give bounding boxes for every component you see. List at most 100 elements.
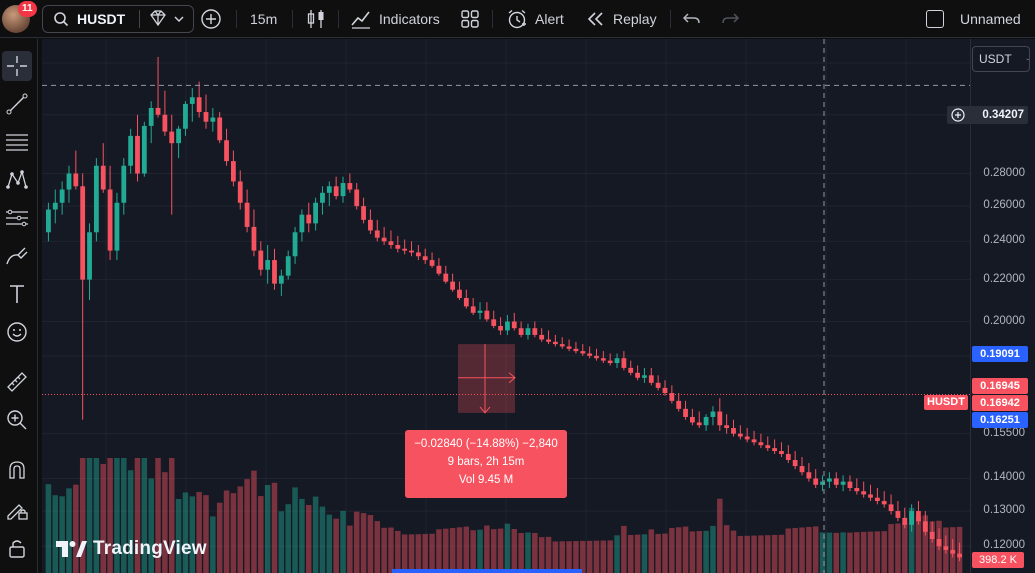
volume-bar <box>223 490 230 573</box>
volume-bar <box>648 529 655 573</box>
volume-bar <box>874 531 881 573</box>
price-tick-label: 0.12000 <box>983 539 1025 552</box>
volume-bar <box>175 499 182 573</box>
volume-bar <box>566 541 572 573</box>
replay-label: Replay <box>613 11 657 27</box>
candle-body <box>820 481 825 485</box>
candle-body <box>861 491 867 495</box>
candle-body <box>888 504 894 512</box>
volume-bar <box>381 527 387 573</box>
candle-body <box>347 183 353 190</box>
volume-bar <box>258 496 264 573</box>
candle-body <box>936 539 942 547</box>
lock-tool[interactable] <box>2 533 32 563</box>
candle-body <box>717 411 723 426</box>
candle-body <box>87 232 92 280</box>
undo-button[interactable] <box>682 0 702 38</box>
volume-bar <box>785 528 792 573</box>
chevron-down-icon <box>174 16 184 23</box>
candle-body <box>662 387 668 394</box>
candle-body <box>135 135 140 174</box>
compare-symbol-button[interactable] <box>147 10 185 28</box>
candle-body <box>121 165 127 203</box>
horizontal-lines-tool[interactable] <box>2 127 32 157</box>
candle-body <box>922 521 928 532</box>
time-scroll-indicator[interactable] <box>392 569 582 573</box>
volume-bar <box>819 532 826 573</box>
candle-body <box>614 358 620 364</box>
volume-bar <box>121 458 127 573</box>
measure-tool[interactable] <box>2 367 32 397</box>
volume-bar <box>826 532 833 573</box>
candle-body <box>518 328 524 335</box>
divider <box>292 10 293 28</box>
layout-button[interactable]: Unnamed <box>926 0 1021 38</box>
measure-volume: Vol 9.45 M <box>458 474 514 486</box>
text-tool[interactable] <box>2 279 32 309</box>
templates-button[interactable] <box>460 0 480 38</box>
pattern-tool[interactable] <box>2 165 32 195</box>
emoji-tool[interactable] <box>2 317 32 347</box>
volume-bar <box>326 514 333 573</box>
magnet-tool[interactable] <box>2 455 32 485</box>
candle-body <box>210 117 216 122</box>
symbol-search-button[interactable]: HUSDT <box>42 5 194 33</box>
indicators-button[interactable]: Indicators <box>350 0 440 38</box>
currency-select[interactable]: USDT <box>972 46 1030 72</box>
add-alert-plus-icon[interactable] <box>951 108 965 122</box>
volume-bar <box>353 511 360 573</box>
volume-bar <box>59 496 65 573</box>
pattern-icon <box>6 169 28 189</box>
volume-tag: 398.2 K <box>972 552 1024 568</box>
candle-body <box>361 206 366 220</box>
candle-body <box>909 511 915 525</box>
volume-bar <box>511 529 518 573</box>
price-tick-label: 0.14000 <box>983 471 1025 484</box>
volume-bar <box>669 527 675 573</box>
volume-bar <box>216 502 223 573</box>
volume-bar <box>100 463 106 573</box>
volume-bar <box>600 540 607 573</box>
candle-body <box>765 445 771 449</box>
trend-line-icon <box>6 93 28 115</box>
lock-draw-tool[interactable] <box>2 495 32 525</box>
volume-bar <box>559 541 565 573</box>
trend-line-tool[interactable] <box>2 89 32 119</box>
fib-tool[interactable] <box>2 203 32 233</box>
crosshair-tool[interactable] <box>2 51 32 81</box>
alert-button[interactable]: Alert <box>506 0 564 38</box>
tradingview-logo[interactable]: TradingView <box>55 538 207 560</box>
chart-type-button[interactable] <box>306 0 326 38</box>
candle-body <box>470 306 476 313</box>
candle-body <box>368 219 373 231</box>
interval-button[interactable]: 15m <box>250 0 277 38</box>
brush-tool[interactable] <box>2 241 32 271</box>
chart-pane[interactable]: TradingView −0.02840 (−14.88%) −2,840 9 … <box>42 39 970 573</box>
candlestick-chart[interactable] <box>42 39 970 573</box>
redo-button[interactable] <box>720 0 740 38</box>
candle-body <box>772 448 778 452</box>
candle-body <box>224 140 229 162</box>
alert-label: Alert <box>535 11 564 27</box>
volume-bar <box>449 528 456 573</box>
volume-bar <box>196 492 202 573</box>
volume-bar <box>360 513 367 573</box>
candle-body <box>525 328 531 335</box>
price-tick-label: 0.13000 <box>983 504 1025 517</box>
volume-bar <box>203 495 209 573</box>
candle-body <box>258 250 264 270</box>
candle-body <box>107 189 113 251</box>
replay-button[interactable]: Replay <box>586 0 657 38</box>
volume-bar <box>319 506 326 573</box>
layout-name: Unnamed <box>960 11 1021 27</box>
price-tag-high: 0.19091 <box>972 346 1028 362</box>
candle-body <box>59 189 65 203</box>
zoom-tool[interactable] <box>2 405 32 435</box>
volume-bar <box>504 523 511 573</box>
add-symbol-button[interactable] <box>200 0 222 38</box>
volume-bar <box>799 527 805 573</box>
candle-body <box>744 436 750 440</box>
volume-bar <box>758 535 764 573</box>
candle-body <box>189 97 195 104</box>
magnet-icon <box>9 461 25 479</box>
